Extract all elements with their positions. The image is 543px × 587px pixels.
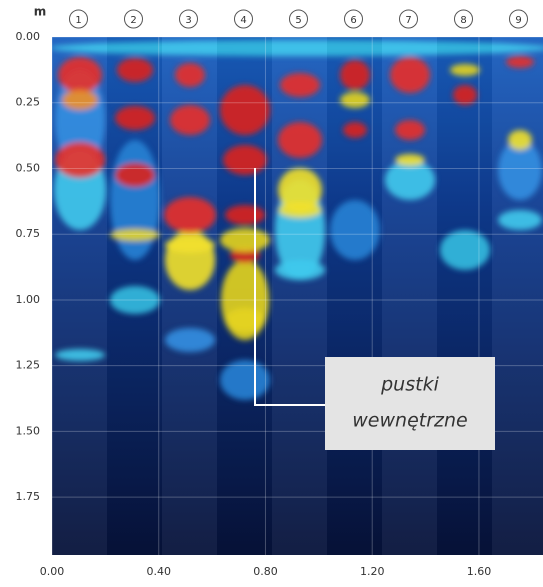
reflection [115,106,155,130]
reflection [165,328,215,352]
annotation-box [325,357,495,450]
column-marker [344,9,363,29]
reflection [165,237,215,253]
column-label: 6 [350,15,356,26]
column-strip [492,37,543,555]
reflection [395,120,425,140]
column-marker [69,9,88,29]
column-label: 4 [240,15,246,26]
reflection [390,57,430,93]
reflection [453,85,477,105]
reflection [223,145,267,175]
y-tick-label: 1.25 [16,359,41,372]
column-strip [217,37,272,555]
column-seams [52,37,543,555]
column-marker [399,9,418,29]
reflection [340,60,370,90]
column-label: 9 [515,15,521,26]
reflection [117,58,153,82]
reflection [52,40,543,56]
column-marker [124,9,143,29]
reflection [508,130,532,150]
y-tick-label: 1.00 [16,293,41,306]
x-tick-label: 0.00 [40,565,65,578]
column-strip [272,37,327,555]
annotation-text: wewnętrzne [352,410,467,432]
x-tick-label: 0.80 [253,565,278,578]
reflection [220,228,270,252]
reflection [278,202,322,218]
reflection [170,105,210,135]
y-tick-label: 0.00 [16,30,41,43]
annotation-text: pustki [380,374,439,396]
column-marker [509,9,528,29]
reflection [58,57,102,93]
y-tick-label: 1.50 [16,424,41,437]
column-strip [437,37,492,555]
reflection [395,154,425,166]
reflection [450,64,480,76]
reflection [498,210,542,230]
column-label: 5 [295,15,301,26]
reflection [220,360,270,400]
reflection [440,230,490,270]
reflections [52,40,543,400]
column-label: 1 [75,15,81,26]
column-strip [107,37,162,555]
reflection [280,73,320,97]
column-strip [52,37,107,555]
y-tick-label: 1.75 [16,490,41,503]
column-label: 3 [185,15,191,26]
x-tick-label: 1.20 [360,565,385,578]
reflection [278,122,322,158]
reflection [498,140,542,200]
column-marker [234,9,253,29]
reflection [110,286,160,314]
reflection [55,142,105,178]
column-marker [289,9,308,29]
column-marker [179,9,198,29]
x-tick-label: 1.60 [467,565,492,578]
column-marker [454,9,473,29]
annotation-leader [254,168,325,406]
reflection [115,163,155,187]
y-tick-label: 0.50 [16,161,41,174]
reflection [330,200,380,260]
column-strip [327,37,382,555]
reflection [55,349,105,361]
reflection [110,229,160,241]
column-label: 2 [130,15,136,26]
reflection [164,197,216,233]
reflection [278,168,322,212]
reflection [343,122,367,138]
reflection [220,85,270,135]
y-unit: m [34,5,47,19]
reflection [62,90,98,110]
column-label: 8 [460,15,466,26]
reflection [385,160,435,200]
reflection [275,260,325,280]
reflection [506,56,534,68]
column-strip [162,37,217,555]
y-tick-label: 0.75 [16,227,41,240]
column-strip [382,37,437,555]
reflection [175,63,205,87]
reflection [340,92,370,108]
column-label: 7 [405,15,411,26]
scan-image [52,37,543,555]
y-tick-label: 0.25 [16,96,41,109]
x-tick-label: 0.40 [146,565,171,578]
